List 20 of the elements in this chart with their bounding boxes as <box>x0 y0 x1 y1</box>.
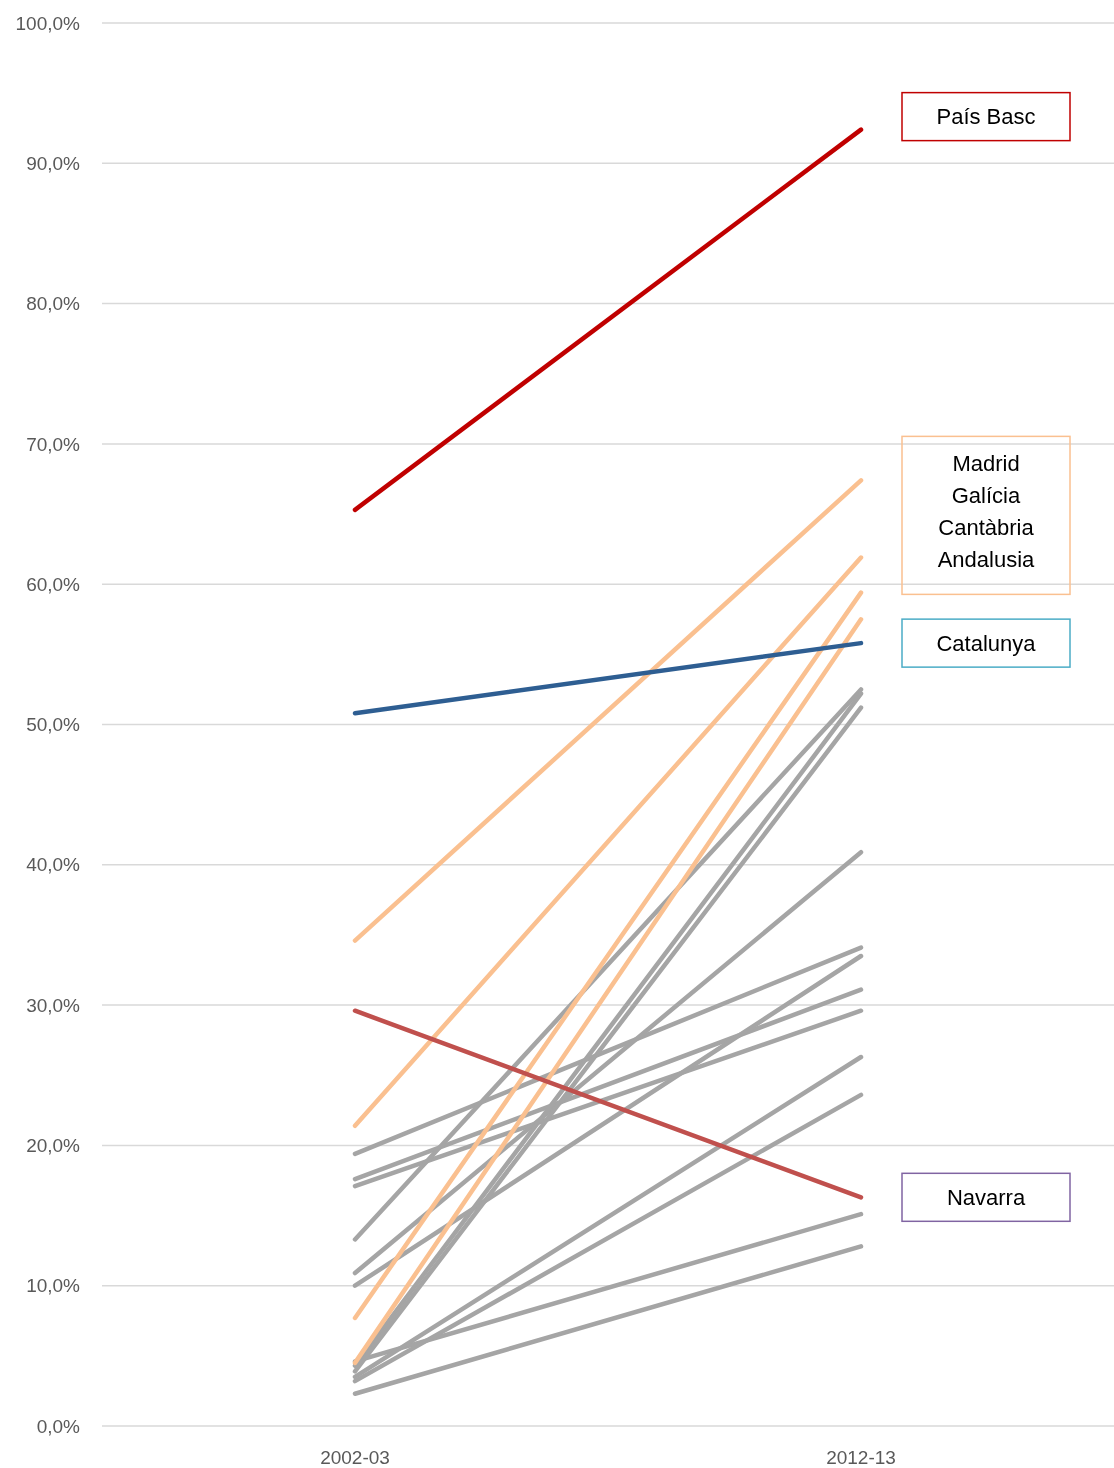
y-tick-label: 70,0% <box>26 433 81 455</box>
y-tick-label: 20,0% <box>26 1135 81 1157</box>
y-tick-label: 60,0% <box>26 573 81 595</box>
y-tick-label: 100,0% <box>15 12 81 34</box>
text: Madrid <box>952 451 1020 477</box>
text: Cantàbria <box>938 515 1035 541</box>
y-tick-label: 80,0% <box>26 293 81 315</box>
x-tick-label: 2002-03 <box>320 1447 390 1468</box>
y-tick-label: 50,0% <box>26 714 81 736</box>
y-tick-label: 30,0% <box>26 994 81 1016</box>
y-tick-label: 40,0% <box>26 854 81 876</box>
y-tick-label: 0,0% <box>36 1415 81 1437</box>
text: País Basc <box>936 104 1036 130</box>
text: Catalunya <box>936 630 1037 656</box>
text: Navarra <box>946 1185 1026 1211</box>
text: Galícia <box>951 483 1021 509</box>
x-tick-label: 2012-13 <box>826 1447 896 1468</box>
text: Andalusia <box>937 547 1036 573</box>
y-tick-label: 90,0% <box>26 152 81 174</box>
y-tick-label: 10,0% <box>26 1275 81 1297</box>
